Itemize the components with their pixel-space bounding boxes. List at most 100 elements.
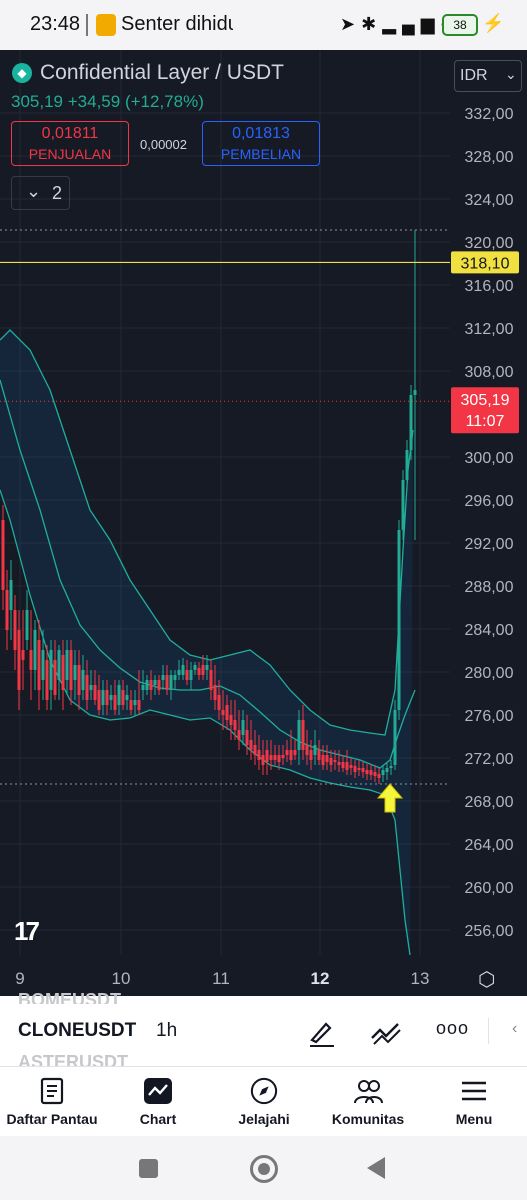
timeframe-picker[interactable]: 1h (156, 1020, 178, 1041)
price-axis-label: 284,00 (465, 622, 514, 639)
status-notification: Senter dihidupkan (121, 13, 233, 35)
price-axis-label: 296,00 (465, 493, 514, 510)
sell-button[interactable]: 0,01811 PENJUALAN (11, 121, 129, 166)
system-nav-bar (0, 1136, 527, 1200)
candle-body (249, 740, 253, 750)
candle-body (245, 730, 249, 745)
chart-toolbar: BOMEUSDT 15m CLONEUSDT 1h ASTERUSDT 4h o… (0, 990, 527, 1066)
buy-button[interactable]: 0,01813 PEMBELIAN (202, 121, 320, 166)
time-axis-label: 12 (311, 969, 330, 988)
candle-body (33, 630, 37, 670)
nav-jelajahi[interactable]: Jelajahi (209, 1077, 319, 1127)
candle-body (357, 768, 361, 770)
recents-button[interactable] (139, 1159, 158, 1178)
symbol-title[interactable]: Confidential Layer / USDT (40, 61, 284, 84)
price-chart[interactable]: 318,10 305,19 11:07 332,00 328,00 324,00 320,… (0, 50, 527, 996)
spread-value: 0,00002 (140, 137, 187, 152)
last-price: 305,19 (11, 92, 63, 111)
price-axis-label: 312,00 (465, 321, 514, 338)
nav-daftar-pantau[interactable]: Daftar Pantau (0, 1077, 107, 1127)
candle-body (133, 700, 137, 705)
candle-body (177, 670, 181, 675)
price-axis-label: 308,00 (465, 364, 514, 381)
candle-body (9, 580, 13, 610)
compass-icon (250, 1077, 278, 1105)
countdown-label: 11:07 (466, 413, 505, 430)
chart-area[interactable]: 318,10 305,19 11:07 332,00 328,00 324,00 320,… (0, 50, 527, 996)
nav-menu[interactable]: Menu (419, 1077, 527, 1127)
price-axis-label: 320,00 (465, 235, 514, 252)
symbol-picker-prev[interactable]: BOMEUSDT 15m (18, 990, 121, 1004)
more-tools-icon[interactable]: ooo (436, 1018, 470, 1038)
candle-body (253, 745, 257, 755)
candle-body (221, 710, 225, 715)
candle-body (233, 720, 237, 730)
charging-icon: ⚡ (482, 13, 505, 33)
price-summary: 305,19 +34,59 (+12,78%) (11, 92, 204, 112)
drawing-tool-icon[interactable] (306, 1016, 338, 1048)
candle-body (289, 750, 293, 760)
indicators-toggle-button[interactable]: ⌄ 2 (11, 176, 70, 210)
candle-body (45, 660, 49, 700)
candle-body (25, 610, 29, 640)
chart-icon (144, 1078, 172, 1104)
symbol-picker-next[interactable]: ASTERUSDT 4h (18, 1052, 128, 1066)
candle-body (341, 762, 345, 768)
price-axis: 332,00 328,00 324,00 320,00 316,00 312,00 308,… (465, 106, 514, 940)
settings-icon[interactable]: ⬡ (478, 969, 496, 991)
candle-body (105, 690, 109, 705)
flashlight-icon (96, 14, 116, 36)
candle-body (185, 670, 189, 680)
price-change: +34,59 (67, 92, 121, 111)
candle-body (305, 745, 309, 755)
candle-body (169, 675, 173, 690)
candle-body (121, 690, 125, 705)
time-axis: 9 10 11 12 13 (15, 969, 429, 988)
nav-label: Menu (455, 1111, 493, 1127)
candle-body (285, 750, 289, 755)
candle-body (321, 755, 325, 765)
bollinger-fill (0, 330, 413, 955)
candle-body (377, 774, 381, 778)
price-axis-label: 324,00 (465, 192, 514, 209)
candle-body (209, 670, 213, 690)
trend-line-icon[interactable] (368, 1016, 404, 1048)
candle-body (217, 695, 221, 710)
candle-body (13, 610, 17, 650)
candle-body (241, 720, 245, 735)
status-time: 23:48 (30, 13, 81, 35)
candle-body (149, 680, 153, 690)
symbol-logo-icon[interactable]: ◆ (12, 63, 32, 83)
nav-chart[interactable]: Chart (103, 1077, 213, 1127)
currency-select[interactable]: IDR ⌄ (454, 60, 522, 92)
symbol-picker[interactable]: CLONEUSDT (18, 1020, 136, 1041)
candle-body (69, 650, 73, 690)
menu-icon (462, 1081, 486, 1101)
candle-body (325, 755, 329, 762)
candle-body (317, 750, 321, 760)
candle-body (81, 670, 85, 690)
nav-label: Daftar Pantau (6, 1111, 98, 1127)
collapse-icon[interactable]: ‹ (512, 1020, 518, 1037)
candle-body (97, 690, 101, 710)
candle-body (409, 395, 413, 450)
candle-body (89, 685, 93, 690)
nav-komunitas[interactable]: Komunitas (313, 1077, 423, 1127)
candle-body (61, 655, 65, 690)
candle-body (53, 660, 57, 695)
candle-body (137, 700, 141, 710)
candle-body (49, 650, 53, 690)
price-change-pct: (+12,78%) (124, 92, 204, 111)
candle-body (1, 520, 5, 590)
candle-body (113, 695, 117, 710)
price-axis-label: 260,00 (465, 880, 514, 897)
price-axis-label: 264,00 (465, 837, 514, 854)
community-icon (354, 1080, 383, 1104)
candle-body (257, 750, 261, 760)
price-axis-label: 300,00 (465, 450, 514, 467)
home-button[interactable] (250, 1155, 278, 1183)
candle-body (345, 762, 349, 770)
candle-body (77, 665, 81, 695)
candle-body (229, 715, 233, 725)
back-button[interactable] (367, 1157, 385, 1179)
